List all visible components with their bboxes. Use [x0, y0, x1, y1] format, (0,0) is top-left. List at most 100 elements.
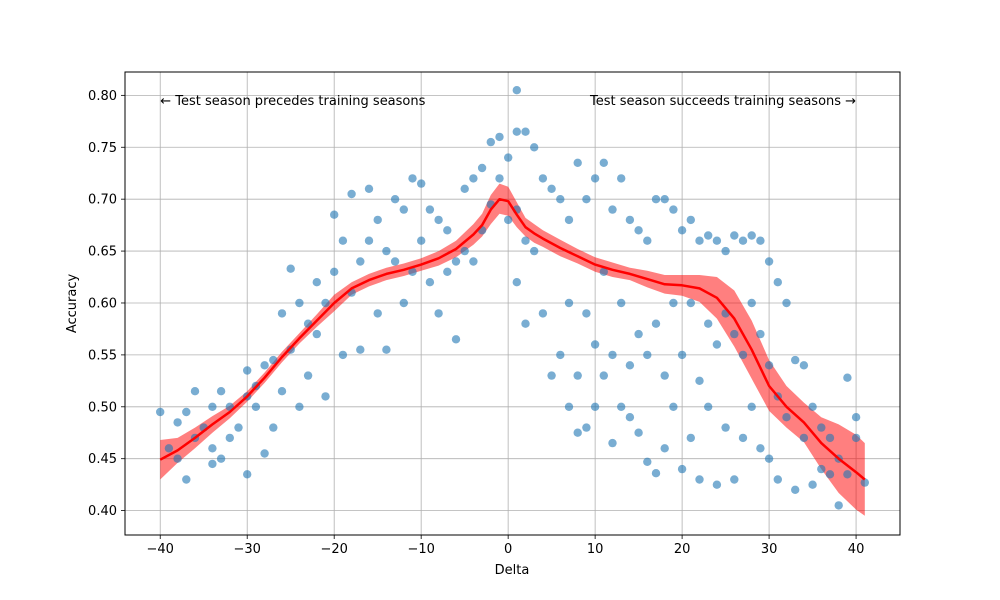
scatter-point [182, 475, 191, 484]
scatter-point [338, 236, 348, 245]
scatter-point [764, 257, 774, 266]
scatter-point [382, 345, 391, 354]
scatter-point [625, 215, 635, 225]
scatter-point [408, 267, 417, 276]
scatter-point [608, 438, 617, 448]
scatter-point [686, 215, 695, 225]
scatter-point [808, 480, 817, 489]
scatter-points [156, 86, 869, 510]
x-tick-label: 10 [587, 542, 604, 557]
scatter-point [312, 278, 321, 287]
y-tick-label: 0.65 [88, 245, 117, 260]
scatter-point [443, 267, 452, 276]
scatter-point [669, 205, 678, 214]
scatter-point [321, 392, 330, 401]
x-tick-label: −20 [320, 542, 347, 557]
scatter-point [817, 464, 826, 474]
scatter-point [243, 366, 252, 375]
scatter-point [512, 127, 521, 136]
scatter-point [356, 257, 365, 266]
scatter-point [547, 371, 556, 380]
y-tick-label: 0.75 [88, 141, 117, 156]
scatter-point [538, 174, 548, 183]
x-tick-label: 0 [504, 542, 512, 557]
scatter-point [756, 444, 765, 453]
scatter-point [295, 298, 304, 308]
scatter-point [669, 402, 678, 411]
scatter-point [764, 454, 774, 463]
scatter-point [747, 402, 756, 411]
x-tick-label: −30 [233, 542, 260, 557]
scatter-point [782, 413, 791, 422]
scatter-point [773, 475, 782, 484]
scatter-point [730, 475, 739, 484]
scatter-point [408, 174, 417, 183]
scatter-point [251, 402, 261, 411]
scatter-point [695, 376, 704, 385]
scatter-point [677, 464, 687, 474]
x-ticks: −40 −30 −20 −10 0 10 20 30 40 [147, 535, 864, 557]
scatter-point [364, 236, 374, 245]
scatter-point [625, 413, 635, 422]
scatter-point [469, 257, 478, 266]
y-tick-label: 0.45 [88, 452, 117, 467]
scatter-point [530, 143, 539, 152]
scatter-point [512, 278, 521, 287]
x-axis-label: Delta [495, 563, 530, 578]
scatter-point [521, 127, 530, 136]
scatter-point [208, 402, 217, 411]
scatter-point [634, 329, 643, 339]
scatter-point [451, 257, 461, 266]
scatter-point [817, 423, 826, 432]
scatter-point [782, 298, 791, 308]
scatter-point [651, 195, 661, 204]
y-tick-label: 0.55 [88, 348, 117, 363]
scatter-point [730, 329, 739, 339]
y-tick-label: 0.40 [88, 504, 117, 519]
scatter-point [573, 371, 582, 380]
scatter-point [834, 501, 843, 510]
scatter-point [521, 236, 530, 245]
scatter-point [651, 469, 661, 478]
scatter-point [330, 267, 339, 276]
scatter-point [712, 480, 722, 489]
annotations: ← Test season precedes training seasons T… [160, 94, 856, 109]
scatter-point [373, 215, 382, 225]
scatter-point [669, 298, 678, 308]
x-tick-label: 30 [761, 542, 778, 557]
scatter-point [277, 387, 287, 396]
scatter-point [330, 210, 339, 219]
scatter-point [173, 418, 182, 427]
scatter-point [608, 350, 617, 360]
annotation-precedes: ← Test season precedes training seasons [160, 94, 425, 109]
scatter-point [312, 329, 321, 339]
scatter-point [677, 226, 687, 235]
scatter-point [208, 444, 217, 453]
scatter-point [495, 174, 504, 183]
scatter-point [799, 361, 809, 370]
scatter-point [643, 350, 652, 360]
scatter-point [860, 478, 869, 487]
scatter-point [390, 195, 400, 204]
scatter-point [843, 470, 852, 479]
scatter-point [434, 309, 443, 318]
scatter-point [660, 371, 669, 380]
scatter-point [469, 174, 478, 183]
scatter-point [599, 158, 608, 167]
scatter-point [634, 226, 643, 235]
y-axis-label: Accuracy [65, 274, 80, 334]
scatter-point [504, 153, 513, 162]
scatter-point [851, 413, 861, 422]
scatter-point [643, 457, 652, 466]
y-ticks: 0.40 0.45 0.50 0.55 0.60 0.65 0.70 0.75 0.80 [88, 89, 125, 519]
scatter-point [338, 350, 348, 360]
scatter-point [686, 433, 695, 443]
scatter-point [695, 236, 704, 245]
scatter-point [564, 402, 574, 411]
scatter-point [477, 163, 487, 173]
scatter-point [643, 236, 652, 245]
scatter-point [399, 205, 408, 214]
x-tick-label: 20 [674, 542, 691, 557]
scatter-point [390, 257, 400, 266]
